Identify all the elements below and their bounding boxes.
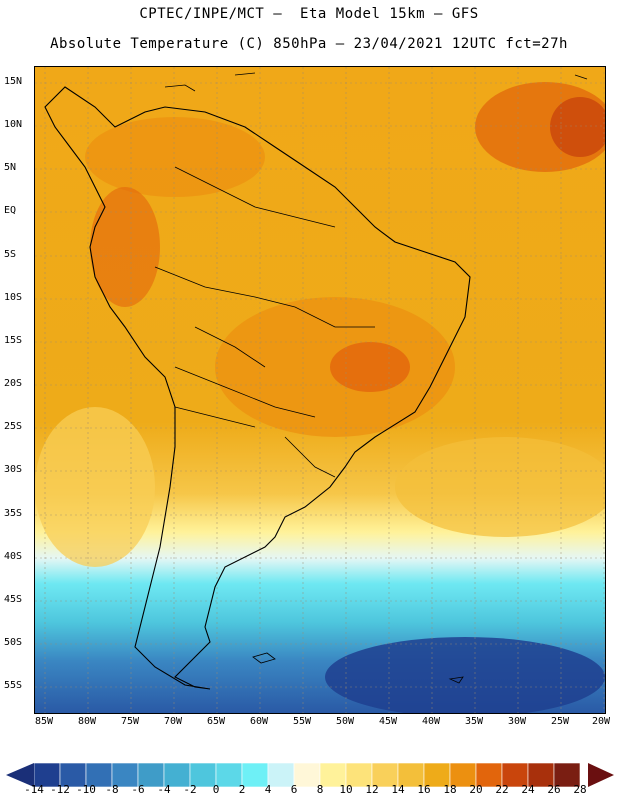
atlantic-cooler-region <box>395 437 605 537</box>
colorbar-cell <box>215 762 243 788</box>
lon-label: 70W <box>163 716 183 727</box>
colorbar-label: 14 <box>391 783 405 796</box>
colorbar-label: -14 <box>24 783 44 796</box>
colorbar-label: 22 <box>495 783 509 796</box>
temperature-map[interactable] <box>34 66 606 714</box>
lon-label: 85W <box>34 716 54 727</box>
colorbar-label: 12 <box>365 783 379 796</box>
lon-label: 45W <box>378 716 398 727</box>
lon-label: 40W <box>421 716 441 727</box>
colorbar-cell <box>137 762 165 788</box>
colorbar-label: -12 <box>50 783 70 796</box>
colorbar-label: 20 <box>469 783 483 796</box>
colorbar-cell <box>475 762 503 788</box>
lat-label: 5S <box>4 249 17 260</box>
lat-label: 25S <box>4 421 23 432</box>
colorbar-label: 28 <box>573 783 587 796</box>
lat-label: 20S <box>4 378 23 389</box>
lat-label: 40S <box>4 551 23 562</box>
colorbar-cell <box>449 762 477 788</box>
colorbar-label: -6 <box>131 783 145 796</box>
colorbar-cell <box>267 762 295 788</box>
pacific-cooler-region <box>35 407 155 567</box>
lat-label: 45S <box>4 594 23 605</box>
caribbean-islands <box>164 72 588 92</box>
chart-title-line2: Absolute Temperature (C) 850hPa – 23/04/… <box>50 36 568 52</box>
lat-label: 55S <box>4 680 23 691</box>
lon-label: 55W <box>292 716 312 727</box>
lon-label: 25W <box>550 716 570 727</box>
colorbar-cell <box>397 762 425 788</box>
colorbar-label: 4 <box>264 783 272 796</box>
colorbar-cell <box>33 762 61 788</box>
colorbar-cell <box>553 762 581 788</box>
colorbar-label: -8 <box>105 783 119 796</box>
colorbar-label: 6 <box>290 783 298 796</box>
colorbar-label: 2 <box>238 783 246 796</box>
lon-label: 75W <box>120 716 140 727</box>
lat-label: 15S <box>4 335 23 346</box>
colorbar-cell <box>345 762 373 788</box>
colorbar-cell <box>59 762 87 788</box>
falkland-islands <box>252 652 276 664</box>
colorbar-cell <box>319 762 347 788</box>
chart-title-line1: CPTEC/INPE/MCT – Eta Model 15km – GFS <box>139 6 479 22</box>
hot-region-central <box>330 342 410 392</box>
lon-label: 20W <box>591 716 611 727</box>
colorbar-label: 16 <box>417 783 431 796</box>
lat-label: 15N <box>4 76 23 87</box>
colorbar-label: 26 <box>547 783 561 796</box>
lat-label: 50S <box>4 637 23 648</box>
colorbar <box>6 762 614 788</box>
lon-label: 50W <box>335 716 355 727</box>
lat-label: 35S <box>4 508 23 519</box>
lat-label: EQ <box>4 205 17 216</box>
south-georgia-island <box>448 676 464 684</box>
colorbar-cell <box>189 762 217 788</box>
colorbar-cell <box>163 762 191 788</box>
lon-label: 60W <box>249 716 269 727</box>
lat-label: 10N <box>4 119 23 130</box>
andes-warm-region <box>90 187 160 307</box>
lon-label: 35W <box>464 716 484 727</box>
colorbar-cell <box>527 762 555 788</box>
lat-label: 5N <box>4 162 17 173</box>
colorbar-label: -2 <box>183 783 197 796</box>
colorbar-label: 8 <box>316 783 324 796</box>
colorbar-label: 24 <box>521 783 535 796</box>
colorbar-cell <box>293 762 321 788</box>
colorbar-low-cap <box>6 763 34 787</box>
colorbar-label: 0 <box>212 783 220 796</box>
lon-label: 65W <box>206 716 226 727</box>
colorbar-label: 18 <box>443 783 457 796</box>
colorbar-cell <box>241 762 269 788</box>
colorbar-cell <box>111 762 139 788</box>
colorbar-cell <box>501 762 529 788</box>
grid-lines <box>35 67 605 713</box>
map-canvas <box>35 67 605 713</box>
lat-label: 30S <box>4 464 23 475</box>
lon-label: 80W <box>77 716 97 727</box>
colorbar-label: 10 <box>339 783 353 796</box>
colorbar-label: -4 <box>157 783 171 796</box>
hot-anomaly-atlantic <box>550 97 605 157</box>
lon-label: 30W <box>507 716 527 727</box>
south-america-coastline <box>44 86 471 690</box>
cold-region-south <box>325 637 605 713</box>
colorbar-high-cap <box>588 763 614 787</box>
lat-label: 10S <box>4 292 23 303</box>
country-borders <box>154 166 375 478</box>
colorbar-label: -10 <box>76 783 96 796</box>
colorbar-cell <box>423 762 451 788</box>
warm-region-north <box>85 117 265 197</box>
